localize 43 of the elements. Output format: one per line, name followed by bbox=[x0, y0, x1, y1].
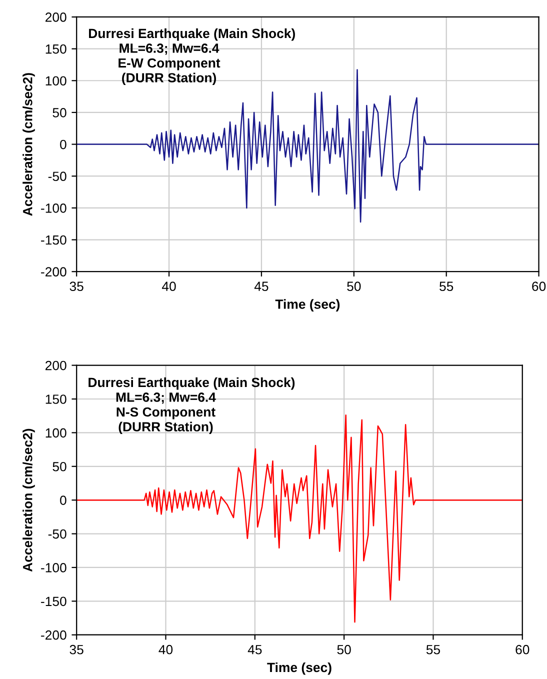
y-tick-label: 200 bbox=[46, 360, 66, 370]
x-tick-label: 40 bbox=[158, 644, 173, 654]
x-tick-label: 55 bbox=[426, 645, 440, 654]
x-tick-label: 35 bbox=[70, 282, 84, 292]
x-tick-label: 35 bbox=[70, 644, 84, 654]
y-tick-label: 200 bbox=[46, 12, 66, 22]
y-tick-label: -100 bbox=[41, 563, 66, 572]
x-tick-label: 60 bbox=[516, 644, 530, 654]
line-series bbox=[76, 69, 539, 223]
y-tick-label: -100 bbox=[41, 204, 66, 213]
text: Durresi Earthquake (Main Shock) bbox=[88, 377, 295, 390]
annotation: ML=6.3; Mw=6.4 bbox=[120, 44, 220, 55]
y-tick-label: 150 bbox=[46, 394, 66, 404]
y-tick-label: 0 bbox=[60, 496, 66, 505]
x-tick-label: 55 bbox=[440, 282, 454, 292]
y-tick-label: -200 bbox=[41, 630, 66, 640]
y-tick-label: 0 bbox=[60, 140, 66, 150]
y-tick-label: 50 bbox=[52, 108, 66, 118]
annotation: ML=6.3; Mw=6.4 bbox=[116, 392, 216, 404]
y-tick-label: 100 bbox=[46, 428, 66, 438]
y-tick-label: -150 bbox=[41, 596, 66, 606]
annotation: (DURR Station) bbox=[118, 422, 213, 434]
y-tick-label: 150 bbox=[46, 44, 66, 54]
y-tick-label: -50 bbox=[48, 529, 66, 539]
x-tick-label: 60 bbox=[532, 282, 546, 292]
x-tick-label: 50 bbox=[347, 282, 361, 292]
x-tick-label: 50 bbox=[337, 644, 351, 654]
text: Durresi Earthquake (Main Shock) bbox=[89, 28, 295, 41]
x-tick-label: 45 bbox=[254, 282, 268, 292]
y-tick-label: -200 bbox=[41, 267, 66, 277]
x-axis-title: Time (sec) bbox=[267, 662, 332, 675]
y-tick-label: 100 bbox=[46, 76, 66, 86]
annotation: E-W Component bbox=[118, 58, 220, 70]
y-tick-label: -50 bbox=[48, 172, 66, 182]
x-tick-label: 40 bbox=[162, 282, 176, 292]
x-tick-label: 45 bbox=[248, 645, 262, 654]
x-axis-title: Time (sec) bbox=[275, 299, 340, 312]
y-axis-title: Acceleration (cm/sec2) bbox=[22, 73, 35, 216]
annotation: (DURR Station) bbox=[122, 72, 216, 86]
annotation: N-S Component bbox=[116, 407, 216, 420]
y-tick-label: 50 bbox=[52, 462, 66, 472]
y-axis-title: Acceleration (cm/sec2) bbox=[22, 428, 35, 572]
y-tick-label: -150 bbox=[41, 235, 66, 245]
